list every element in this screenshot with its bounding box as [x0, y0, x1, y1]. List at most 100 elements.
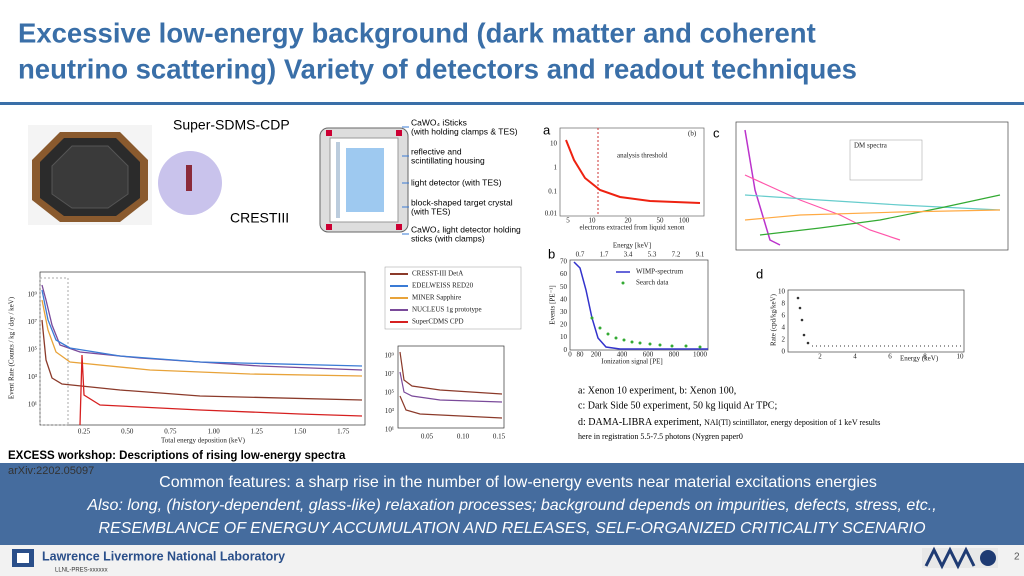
tick-label: 70: [560, 258, 568, 266]
panel-label: d: [756, 266, 763, 281]
tick-label: 10³: [385, 407, 394, 415]
tick-label: 10: [589, 217, 597, 225]
caption: a: Xenon 10 experiment, b: Xenon 100,: [578, 385, 736, 396]
summary-line: Common features: a sharp rise in the num…: [159, 474, 877, 491]
cresst-module: [319, 127, 409, 233]
tick-label: 1: [554, 164, 558, 172]
part-label: sticks (with clamps): [411, 233, 485, 243]
tick-label: 10⁹: [28, 291, 38, 299]
tick-label: 6: [782, 312, 786, 320]
tick-label: 10¹: [385, 426, 394, 434]
tick-label: 0.7: [576, 251, 585, 259]
tick-label: 1.50: [294, 428, 307, 436]
caption-part: NAI(Tl) scintillator, energy deposition …: [704, 418, 880, 427]
tick-label: 0.10: [457, 433, 470, 441]
tick-label: 5.3: [648, 251, 657, 259]
panel-b: [569, 259, 709, 351]
panel-a: [559, 127, 705, 217]
tick-label: 1.25: [251, 428, 264, 436]
tick-label: 10⁷: [385, 370, 395, 378]
summary-line: Also: long, (history-dependent, glass-li…: [86, 497, 936, 514]
llnl-logo: [12, 549, 34, 567]
part-label: block-shaped target crystal: [411, 197, 513, 207]
legend-entry: EDELWEISS RED20: [412, 282, 474, 290]
panel-c: [735, 121, 1009, 251]
caption: d: DAMA-LIBRA experiment, NAI(Tl) scinti…: [578, 417, 880, 428]
tick-label: 0.25: [78, 428, 91, 436]
tick-label: 10: [778, 288, 786, 296]
tick-label: 40: [560, 295, 568, 303]
tick-label: 10: [550, 140, 558, 148]
tick-label: 0.50: [121, 428, 134, 436]
tick-label: 100: [679, 217, 690, 225]
tick-label: 800: [669, 351, 680, 359]
tick-label: 2: [818, 353, 822, 361]
tick-label: 1.75: [337, 428, 350, 436]
tick-label: 10¹: [28, 401, 37, 409]
part-label: CaWO₄ iSticks: [411, 117, 467, 127]
tick-label: 0: [564, 346, 568, 354]
tick-label: 10⁵: [28, 346, 38, 354]
summary-box: [0, 463, 1024, 545]
tick-label: 10⁷: [28, 318, 38, 326]
part-label: reflective and: [411, 146, 462, 156]
tick-label: 0.15: [493, 433, 506, 441]
legend-entry: Search data: [636, 279, 669, 287]
title-line: neutrino scattering) Variety of detector…: [18, 53, 857, 84]
tick-label: 10⁵: [385, 389, 395, 397]
tick-label: 5: [566, 217, 570, 225]
tick-label: 50: [657, 217, 665, 225]
source-ref: arXiv:2202.05097: [8, 465, 94, 477]
tick-label: 4: [853, 353, 857, 361]
footer: [0, 545, 1024, 576]
legend-entry: NUCLEUS 1g prototype: [412, 306, 482, 314]
part-label: (with TES): [411, 206, 451, 216]
tick-label: 0: [782, 348, 786, 356]
axis-label: Events [PE⁻¹]: [549, 285, 557, 324]
part-label: scintillating housing: [411, 155, 485, 165]
tick-label: 9.1: [696, 251, 705, 259]
tick-label: 600: [643, 351, 654, 359]
tick-label: 200: [591, 351, 602, 359]
detector-label: CRESTIII: [230, 210, 289, 226]
tick-label: 0: [568, 351, 572, 359]
panel-label: b: [548, 246, 555, 261]
tick-label: 10: [957, 353, 965, 361]
tick-label: 0.1: [548, 188, 557, 196]
tick-label: 0.01: [545, 210, 558, 218]
panel-tag: (b): [688, 130, 697, 138]
panel-d: [787, 289, 965, 353]
part-label: (with holding clamps & TES): [411, 126, 518, 136]
panel-label: a: [543, 122, 551, 137]
part-label: CaWO₄ light detector holding: [411, 224, 521, 234]
legend-entry: SuperCDMS CPD: [412, 318, 464, 326]
axis-label: Rate (cpd/kg/keV): [770, 293, 778, 346]
axis-label: Total energy deposition (keV): [161, 437, 246, 445]
tick-label: 20: [625, 217, 633, 225]
summary-line: RESEMBLANCE OF ENERGUY ACCUMULATION AND …: [98, 520, 925, 537]
tick-label: 30: [560, 308, 568, 316]
tick-label: 7.2: [672, 251, 681, 259]
tick-label: 8: [923, 353, 927, 361]
tick-label: 4: [782, 324, 786, 332]
part-label: light detector (with TES): [411, 177, 502, 187]
tick-label: 20: [560, 321, 568, 329]
legend-entry: MINER Sapphire: [412, 294, 461, 302]
caption-part: d: DAMA-LIBRA experiment,: [578, 417, 702, 428]
title-line: Excessive low-energy background (dark ma…: [18, 17, 816, 48]
tick-label: 60: [560, 270, 568, 278]
tick-label: 1.00: [207, 428, 220, 436]
tick-label: 3.4: [624, 251, 633, 259]
tick-label: 10⁹: [385, 352, 395, 360]
source-title: EXCESS workshop: Descriptions of rising …: [8, 450, 346, 462]
axis-label: electrons extracted from liquid xenon: [580, 224, 685, 232]
detector-photo: [28, 125, 152, 225]
tick-label: 2: [782, 336, 786, 344]
doc-id: LLNL-PRES-xxxxxx: [55, 568, 108, 574]
tick-label: 0.75: [164, 428, 177, 436]
legend-title: DM spectra: [854, 142, 888, 150]
nnsa-logo: [922, 546, 998, 570]
axis-label: Ionization signal [PE]: [601, 358, 662, 366]
caption: c: Dark Side 50 experiment, 50 kg liquid…: [578, 400, 777, 411]
